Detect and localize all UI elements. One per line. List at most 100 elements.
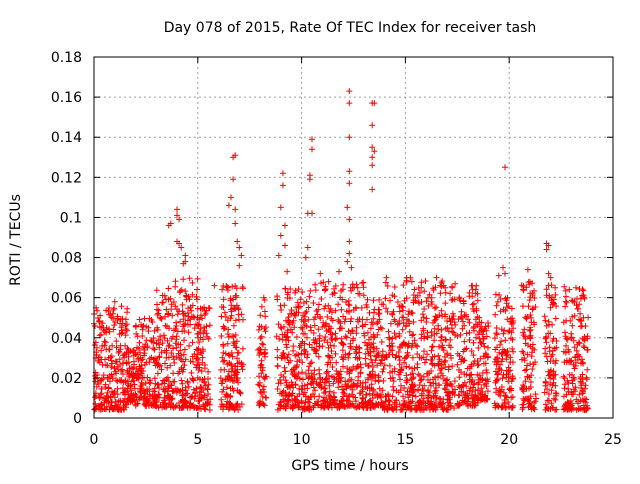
data-point bbox=[428, 329, 435, 335]
data-point bbox=[437, 367, 444, 373]
data-point bbox=[226, 360, 233, 367]
data-point bbox=[155, 391, 162, 398]
data-point bbox=[418, 376, 425, 383]
data-point bbox=[104, 374, 111, 381]
data-point bbox=[370, 297, 377, 304]
data-point bbox=[310, 378, 317, 385]
data-point bbox=[200, 336, 206, 343]
data-point bbox=[130, 349, 137, 356]
data-point bbox=[307, 360, 314, 367]
data-point bbox=[389, 335, 396, 342]
data-point bbox=[339, 325, 345, 332]
data-point bbox=[548, 387, 555, 394]
data-point bbox=[169, 333, 176, 340]
data-point bbox=[173, 323, 180, 329]
data-point bbox=[293, 334, 300, 340]
data-point bbox=[331, 343, 338, 349]
data-point bbox=[146, 355, 153, 362]
data-point bbox=[563, 299, 570, 306]
data-point bbox=[170, 370, 177, 377]
data-point bbox=[403, 295, 410, 302]
data-point bbox=[123, 321, 130, 328]
data-point bbox=[171, 327, 177, 334]
data-point bbox=[435, 373, 441, 380]
data-point bbox=[328, 348, 335, 355]
data-point bbox=[279, 336, 286, 343]
data-point bbox=[384, 406, 391, 413]
data-point bbox=[338, 306, 345, 313]
data-point bbox=[114, 406, 121, 413]
data-point bbox=[581, 395, 588, 402]
x-tick-label: 5 bbox=[193, 432, 202, 448]
data-point bbox=[368, 341, 375, 348]
data-point bbox=[456, 384, 463, 391]
data-point bbox=[367, 325, 374, 332]
data-point bbox=[500, 371, 507, 378]
data-point bbox=[181, 362, 188, 369]
data-point bbox=[507, 315, 514, 322]
data-point bbox=[527, 312, 534, 318]
data-point bbox=[348, 287, 355, 294]
data-point bbox=[391, 330, 398, 337]
data-point bbox=[188, 369, 195, 376]
data-point bbox=[260, 383, 267, 390]
data-point bbox=[161, 377, 168, 384]
data-point bbox=[233, 292, 240, 299]
data-point bbox=[407, 406, 414, 413]
data-point bbox=[353, 350, 360, 357]
data-point bbox=[159, 292, 166, 299]
data-point bbox=[421, 348, 427, 355]
data-point bbox=[547, 304, 554, 311]
data-point bbox=[140, 368, 146, 374]
y-tick-label: 0.12 bbox=[51, 170, 82, 186]
data-point bbox=[376, 296, 383, 303]
data-point bbox=[574, 356, 581, 363]
x-tick-label: 25 bbox=[604, 432, 622, 448]
data-point bbox=[137, 394, 143, 401]
data-point bbox=[93, 344, 100, 351]
data-point-outlier bbox=[433, 274, 440, 281]
data-point bbox=[118, 303, 125, 310]
data-point bbox=[222, 393, 229, 400]
data-point bbox=[369, 403, 376, 410]
data-point bbox=[198, 368, 205, 375]
data-point bbox=[406, 364, 413, 371]
data-point bbox=[302, 399, 309, 406]
data-point bbox=[335, 316, 342, 323]
data-point bbox=[165, 401, 172, 408]
data-point bbox=[428, 347, 435, 354]
data-point bbox=[188, 394, 195, 401]
data-point bbox=[154, 306, 160, 313]
data-point-outlier bbox=[236, 262, 243, 269]
data-point bbox=[104, 362, 111, 369]
data-point bbox=[552, 284, 559, 291]
data-point bbox=[552, 315, 559, 322]
data-point bbox=[95, 354, 102, 361]
data-point bbox=[229, 353, 236, 360]
data-point bbox=[391, 399, 398, 406]
data-point bbox=[431, 337, 438, 344]
data-point bbox=[316, 366, 323, 373]
data-point bbox=[146, 379, 153, 386]
data-point bbox=[499, 403, 506, 410]
data-point bbox=[144, 386, 150, 393]
data-point bbox=[223, 403, 230, 410]
data-point bbox=[381, 362, 388, 369]
data-point bbox=[296, 375, 303, 382]
y-tick-label: 0 bbox=[73, 411, 82, 427]
data-point bbox=[323, 370, 330, 377]
data-point bbox=[527, 324, 534, 331]
data-point bbox=[229, 333, 236, 340]
data-point bbox=[355, 363, 361, 369]
data-point bbox=[191, 395, 198, 402]
data-point bbox=[469, 388, 476, 395]
data-point bbox=[310, 300, 317, 306]
data-point-outlier bbox=[282, 222, 288, 229]
data-point bbox=[220, 358, 227, 365]
data-point bbox=[531, 287, 538, 294]
data-point bbox=[447, 336, 454, 343]
data-point bbox=[124, 385, 131, 392]
data-point bbox=[364, 405, 371, 411]
data-point bbox=[524, 362, 530, 369]
